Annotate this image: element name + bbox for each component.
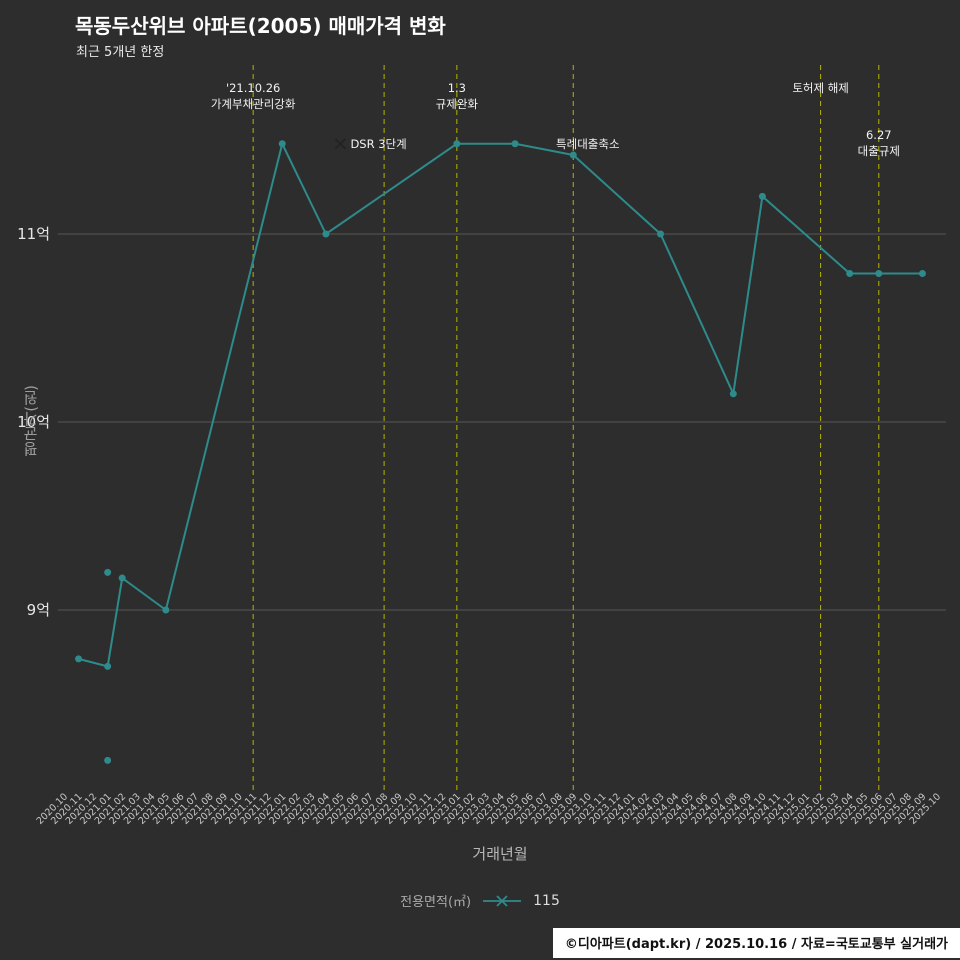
svg-text:대출규제: 대출규제 bbox=[858, 144, 900, 158]
svg-text:9억: 9억 bbox=[27, 601, 50, 619]
chart-title: 목동두산위브 아파트(2005) 매매가격 변화 bbox=[75, 14, 446, 38]
x-axis-title: 거래년월 bbox=[472, 845, 528, 863]
svg-text:'21.10.26: '21.10.26 bbox=[226, 81, 280, 95]
svg-text:특례대출축소: 특례대출축소 bbox=[556, 137, 619, 151]
svg-text:규제완화: 규제완화 bbox=[436, 97, 479, 111]
svg-text:가계부채관리강화: 가계부채관리강화 bbox=[211, 97, 296, 111]
svg-text:11억: 11억 bbox=[17, 225, 50, 243]
svg-text:토허제 해제: 토허제 해제 bbox=[792, 81, 849, 95]
y-axis-title: 평균가(원) bbox=[22, 385, 40, 457]
line-x-marker-icon bbox=[483, 894, 522, 907]
legend-prefix-label: 전용면적(㎡) bbox=[400, 895, 472, 910]
svg-text:6.27: 6.27 bbox=[866, 128, 892, 142]
legend: 전용면적(㎡) 115 bbox=[0, 891, 960, 911]
legend-series-label: 115 bbox=[533, 892, 560, 909]
svg-text:DSR 3단계: DSR 3단계 bbox=[350, 137, 406, 151]
svg-text:1.3: 1.3 bbox=[448, 81, 466, 95]
footer-credit: ©디아파트(dapt.kr) / 2025.10.16 / 자료=국토교통부 실… bbox=[552, 928, 960, 958]
svg-text:10억: 10억 bbox=[17, 413, 50, 431]
chart-subtitle: 최근 5개년 한정 bbox=[76, 45, 165, 60]
